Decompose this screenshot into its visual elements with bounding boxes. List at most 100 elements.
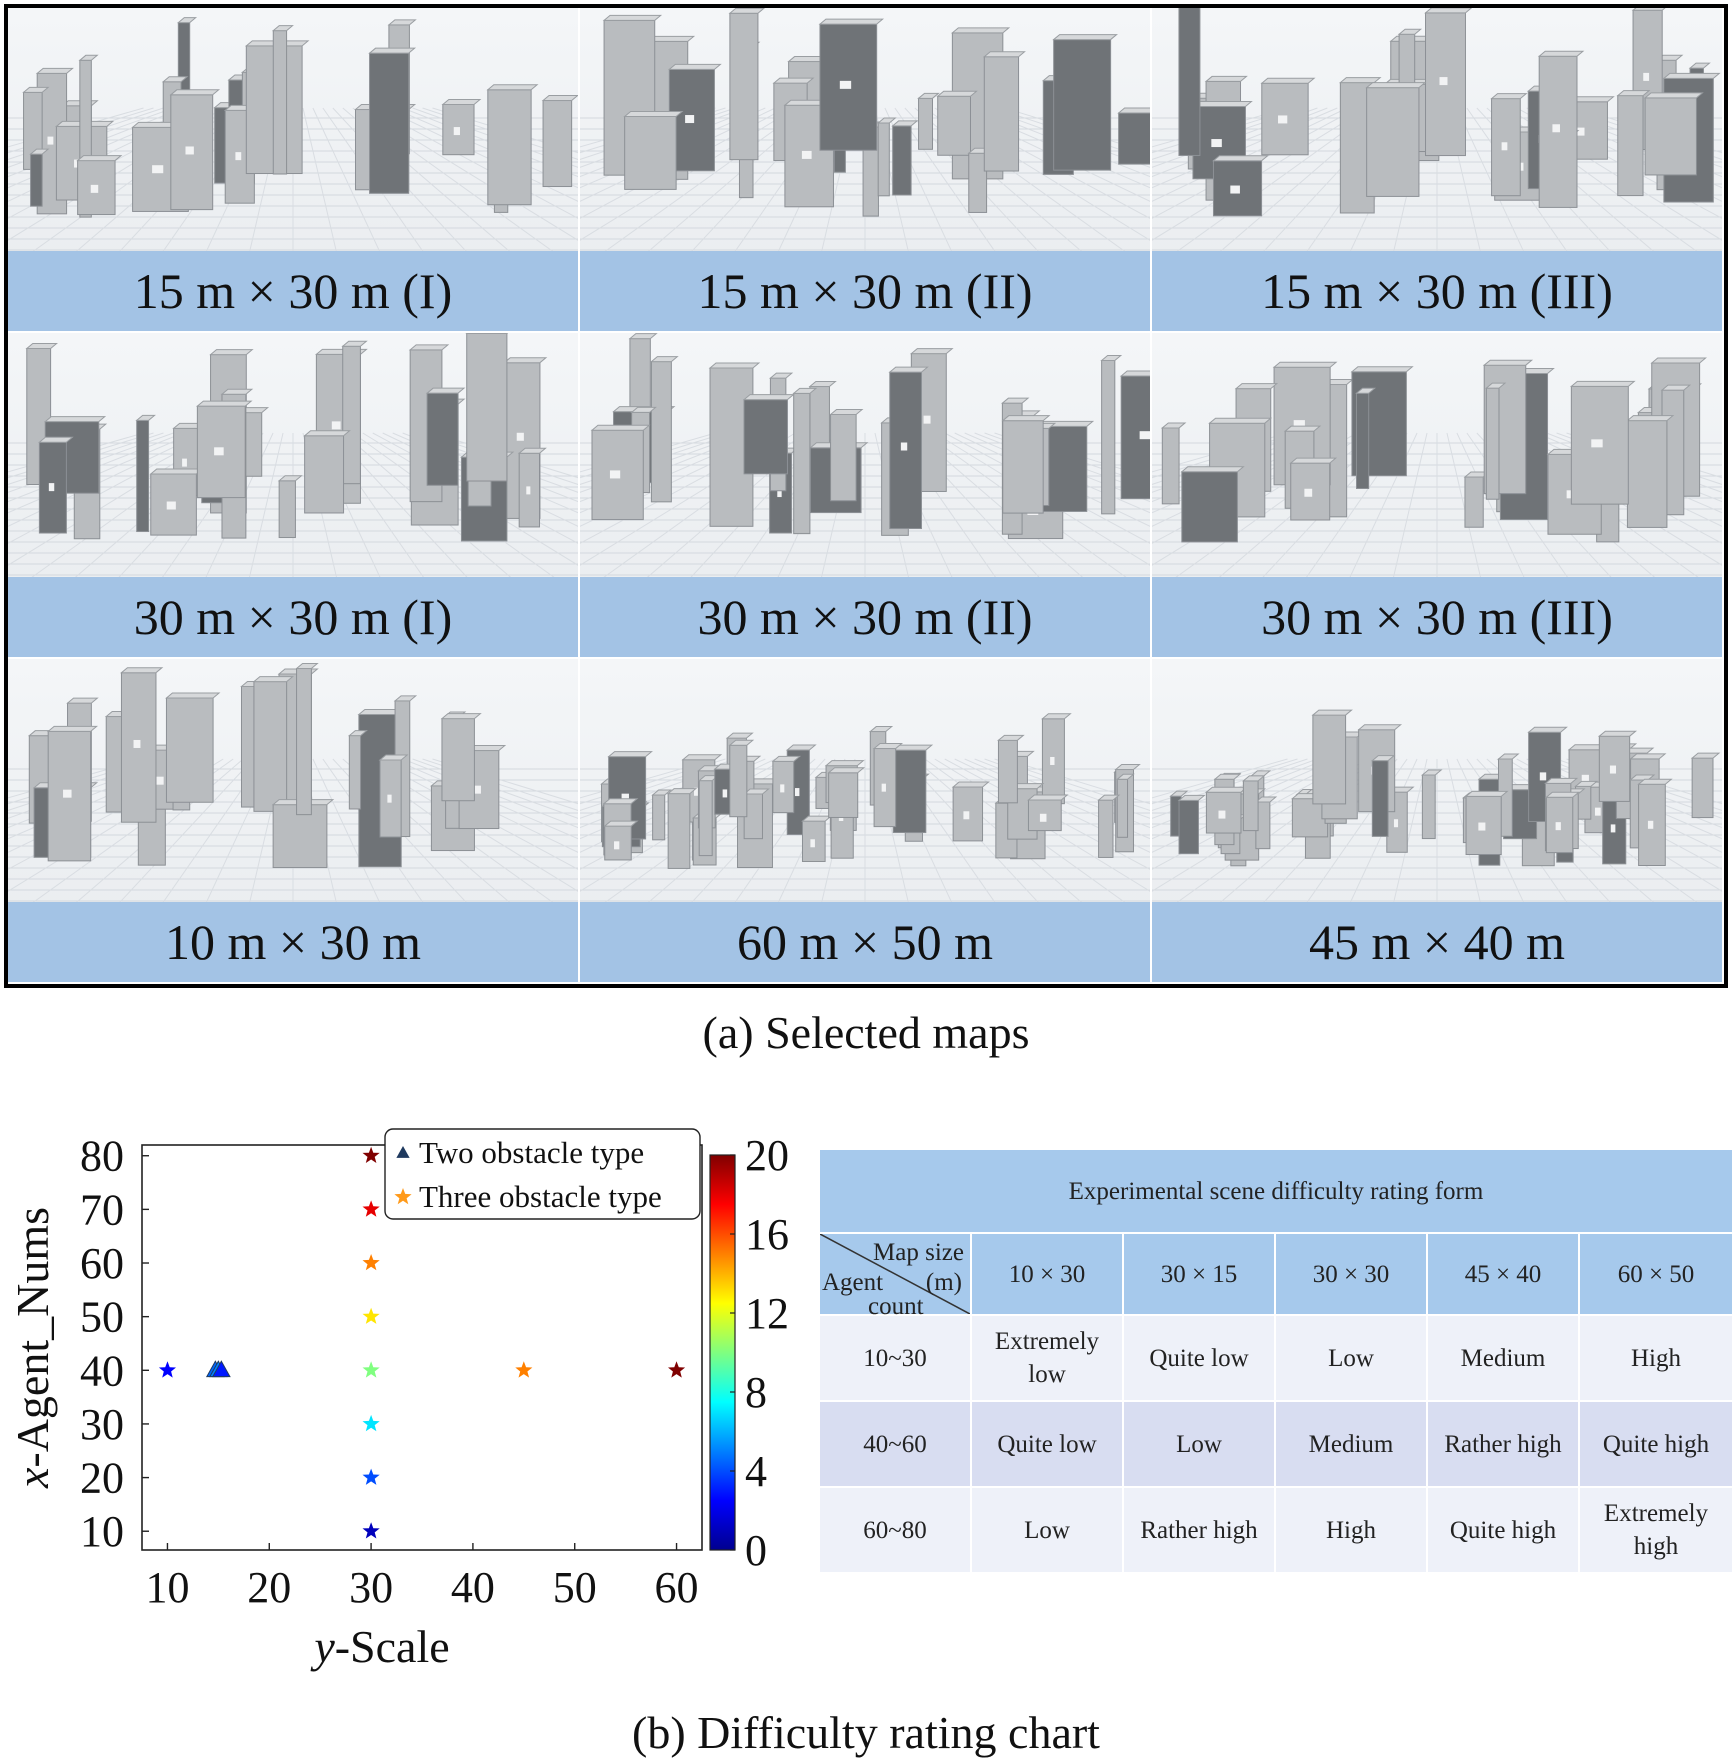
col-header: 30 × 15 xyxy=(1122,1232,1276,1316)
table-cell: Rather high xyxy=(1122,1486,1276,1574)
map-tile: 30 m × 30 m (I) xyxy=(8,333,580,659)
table-cell: Extremely low xyxy=(970,1314,1124,1402)
table-cell: Medium xyxy=(1426,1314,1580,1402)
map-scene xyxy=(8,17,578,258)
table-row: 60~80 Low Rather high High Quite high Ex… xyxy=(818,1486,1732,1574)
table-title: Experimental scene difficulty rating for… xyxy=(818,1148,1732,1234)
x-tick-label: 50 xyxy=(553,1563,597,1612)
star-point xyxy=(362,1522,380,1539)
star-point xyxy=(362,1414,380,1432)
star-point xyxy=(668,1361,686,1378)
legend-box xyxy=(384,1128,701,1220)
map-tile: 30 m × 30 m (II) xyxy=(580,333,1152,659)
map-size-label: 10 m × 30 m xyxy=(8,902,578,982)
colorbar-tick-label: 4 xyxy=(745,1447,767,1496)
table-cell: Quite high xyxy=(1426,1486,1580,1574)
difficulty-scatter-chart: 10 20 30 40 50 601020304050607080y-Scalex-Age… xyxy=(7,1128,789,1672)
selected-maps-grid: 15 m × 30 m (I) 15 m × 30 m (II) 15 m × 30… xyxy=(4,4,1728,988)
y-tick-label: 30 xyxy=(80,1400,124,1449)
legend-entry: Two obstacle type xyxy=(419,1135,644,1170)
table-cell: Low xyxy=(970,1486,1124,1574)
table-row: 40~60 Quite low Low Medium Rather high Q… xyxy=(818,1400,1732,1488)
star-point xyxy=(362,1254,380,1271)
table-cell: High xyxy=(1274,1486,1428,1574)
table-corner-header: Map size (m) Agent count xyxy=(818,1232,972,1320)
colorbar-tick-label: 12 xyxy=(745,1289,789,1338)
row-header: 40~60 xyxy=(818,1400,972,1488)
map-scene xyxy=(8,333,578,584)
table-cell: Quite high xyxy=(1578,1400,1732,1488)
star-point xyxy=(515,1361,533,1378)
legend-entry: Three obstacle type xyxy=(419,1179,662,1214)
x-tick-label: 40 xyxy=(451,1563,495,1612)
colorbar xyxy=(709,1154,736,1551)
colorbar-tick-label: 8 xyxy=(745,1368,767,1417)
map-scene xyxy=(1152,8,1722,258)
caption-selected-maps: (a) Selected maps xyxy=(702,1007,1030,1058)
y-tick-label: 20 xyxy=(80,1454,124,1503)
corner-map-size-label: Map size xyxy=(873,1239,964,1266)
map-size-label: 15 m × 30 m (II) xyxy=(580,251,1150,332)
corner-agent-label: Agent xyxy=(822,1269,884,1296)
map-scene xyxy=(1152,357,1722,584)
y-tick-label: 60 xyxy=(80,1239,124,1288)
map-scene xyxy=(580,8,1150,258)
y-tick-label: 50 xyxy=(80,1293,124,1342)
map-tile: 60 m × 50 m xyxy=(580,658,1152,984)
legend-triangle-marker xyxy=(396,1146,410,1158)
table-row: 10~30 Extremely low Quite low Low Medium… xyxy=(818,1314,1732,1402)
star-point xyxy=(158,1361,176,1378)
map-size-label: 45 m × 40 m xyxy=(1152,902,1722,982)
map-size-label: 15 m × 30 m (III) xyxy=(1152,251,1722,332)
map-tile: 45 m × 40 m xyxy=(1152,658,1724,984)
y-tick-label: 40 xyxy=(80,1346,124,1395)
map-scene xyxy=(8,662,578,909)
x-tick-label: 30 xyxy=(349,1563,393,1612)
star-point xyxy=(362,1146,380,1163)
difficulty-rating-table: Experimental scene difficulty rating for… xyxy=(818,1148,1732,1574)
map-size-label: 30 m × 30 m (I) xyxy=(8,576,578,657)
x-axis-label: y-Scale xyxy=(310,1621,449,1672)
x-tick-label: 10 xyxy=(145,1563,189,1612)
map-tile: 15 m × 30 m (II) xyxy=(580,8,1152,334)
table-cell: Rather high xyxy=(1426,1400,1580,1488)
table-cell: Quite low xyxy=(1122,1314,1276,1402)
star-point xyxy=(362,1307,380,1324)
map-scene xyxy=(1152,709,1722,909)
col-header: 45 × 40 xyxy=(1426,1232,1580,1316)
table-cell: Low xyxy=(1274,1314,1428,1402)
map-tile: 15 m × 30 m (III) xyxy=(1152,8,1724,334)
col-header: 10 × 30 xyxy=(970,1232,1124,1316)
map-size-label: 30 m × 30 m (III) xyxy=(1152,576,1722,657)
triangle-point xyxy=(211,1360,231,1378)
colorbar-tick-label: 16 xyxy=(745,1210,789,1259)
table-cell: Extremely high xyxy=(1578,1486,1732,1574)
table-cell: High xyxy=(1578,1314,1732,1402)
map-tile: 10 m × 30 m xyxy=(8,658,580,984)
y-axis-label: x-Agent_Nums xyxy=(7,1207,58,1489)
colorbar-tick-label: 0 xyxy=(745,1526,767,1575)
row-header: 10~30 xyxy=(818,1314,972,1402)
caption-difficulty-chart: (b) Difficulty rating chart xyxy=(632,1707,1100,1758)
x-tick-label: 60 xyxy=(655,1563,699,1612)
table-cell: Low xyxy=(1122,1400,1276,1488)
table-cell: Medium xyxy=(1274,1400,1428,1488)
col-header: 60 × 50 xyxy=(1578,1232,1732,1316)
map-size-label: 15 m × 30 m (I) xyxy=(8,251,578,332)
star-point xyxy=(362,1468,380,1485)
map-scene xyxy=(580,333,1150,584)
x-tick-label: 20 xyxy=(247,1563,291,1612)
map-tile: 15 m × 30 m (I) xyxy=(8,8,580,334)
corner-unit-label: (m) xyxy=(925,1269,962,1296)
y-tick-label: 80 xyxy=(80,1132,124,1181)
y-tick-label: 10 xyxy=(80,1507,124,1556)
map-scene xyxy=(580,712,1150,909)
row-header: 60~80 xyxy=(818,1486,972,1574)
map-tile: 30 m × 30 m (III) xyxy=(1152,333,1724,659)
legend-star-marker xyxy=(394,1188,412,1205)
table-cell: Quite low xyxy=(970,1400,1124,1488)
corner-count-label: count xyxy=(868,1293,924,1320)
map-size-label: 60 m × 50 m xyxy=(580,902,1150,982)
y-tick-label: 70 xyxy=(80,1185,124,1234)
star-point xyxy=(362,1361,380,1378)
